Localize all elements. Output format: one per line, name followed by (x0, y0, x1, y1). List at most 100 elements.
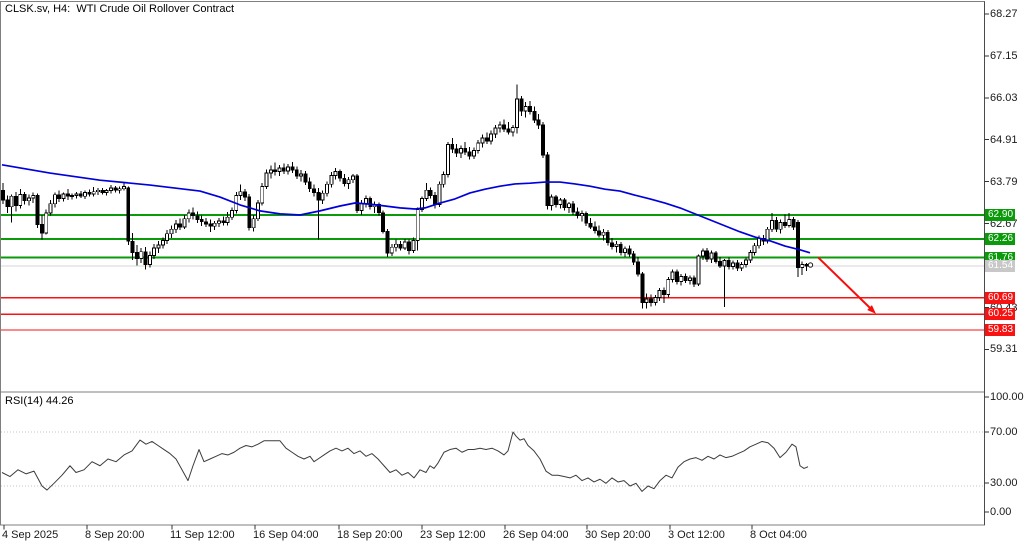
candle-body (579, 213, 584, 217)
candle-body (536, 119, 541, 126)
rsi-indicator-label: RSI(14) 44.26 (5, 395, 74, 407)
candle-body (770, 220, 774, 230)
candle-body (191, 212, 196, 217)
time-axis-label[interactable]: 30 Sep 20:00 (585, 529, 651, 541)
rsi-name: RSI(14) (5, 395, 43, 407)
candle-body (394, 243, 399, 248)
time-axis-label[interactable]: 18 Sep 20:00 (337, 529, 403, 541)
candle-body (662, 290, 666, 295)
candle-body (152, 247, 157, 256)
candle-body (117, 188, 122, 191)
candle-body (782, 222, 787, 226)
candle-body (515, 98, 520, 128)
price-badge-resistance: 62.90 (985, 209, 1015, 221)
rsi-axis-label: 0.00 (990, 506, 1012, 518)
candle-body (735, 262, 740, 269)
candle-body (765, 228, 770, 242)
candle-body (523, 105, 528, 112)
candle-body (199, 219, 204, 223)
candle-body (338, 171, 342, 179)
candle-body (739, 263, 744, 269)
candle-body (420, 198, 424, 210)
candle-body (670, 271, 675, 280)
price-badge-target: 60.25 (985, 308, 1015, 321)
candle-body (247, 196, 252, 229)
trend-arrow-line[interactable] (817, 256, 873, 311)
candle-body (134, 251, 139, 259)
time-axis-label[interactable]: 11 Sep 12:00 (170, 529, 235, 541)
rsi-axis-label: 70.00 (990, 426, 1018, 438)
price-axis-label: 68.27 (990, 7, 1018, 20)
candle-body (649, 298, 653, 304)
time-axis-label[interactable]: 3 Oct 12:00 (668, 529, 725, 541)
candle-body (795, 222, 800, 268)
trend-arrow-head (867, 305, 876, 314)
price-badge-current-price: 61.54 (985, 259, 1015, 272)
candle-body (156, 244, 161, 249)
candle-body (342, 177, 347, 184)
rsi-panel[interactable] (0, 391, 985, 526)
candle-body (471, 150, 476, 157)
candle-body (687, 277, 692, 281)
candle-body (592, 226, 597, 232)
candle-body (52, 194, 57, 205)
candle-body (601, 231, 606, 236)
candle-body (407, 241, 412, 252)
candle-body (696, 255, 701, 285)
candle-body (402, 241, 407, 249)
candle-body (683, 275, 688, 281)
candle-body (605, 231, 610, 244)
candle-body (532, 111, 537, 121)
candle-body (489, 133, 494, 142)
candle-body (700, 250, 705, 257)
moving-average-line (1, 163, 811, 254)
candle-body (130, 240, 135, 253)
candle-body (91, 191, 96, 195)
candle-body (281, 167, 286, 172)
candle-body (757, 237, 761, 247)
candle-body (510, 126, 515, 133)
candle-body (35, 195, 40, 225)
candle-body (389, 246, 394, 254)
candle-body (610, 242, 615, 247)
candle-body (437, 183, 442, 205)
candle-body (446, 144, 450, 176)
candle-body (679, 275, 684, 283)
time-axis-label[interactable]: 16 Sep 04:00 (253, 529, 319, 541)
candle-body (614, 243, 619, 247)
candle-body (204, 221, 208, 225)
candle-body (424, 189, 429, 199)
time-axis-label[interactable]: 4 Sep 2025 (2, 529, 59, 541)
candle-body (57, 194, 62, 199)
candle-body (268, 169, 273, 174)
candle-body (631, 253, 636, 263)
candle-body (26, 197, 31, 202)
candle-body (653, 296, 658, 304)
time-axis-label[interactable]: 23 Sep 12:00 (420, 529, 486, 541)
candle-body (506, 128, 511, 133)
candle-body (519, 98, 524, 112)
candle-body (5, 199, 10, 208)
candle-body (549, 196, 554, 207)
candle-body (467, 151, 472, 157)
time-axis-label[interactable]: 8 Sep 20:00 (85, 529, 145, 541)
candle-body (502, 124, 507, 130)
candle-body (273, 169, 278, 173)
candle-body (545, 154, 550, 207)
candle-body (718, 260, 723, 267)
candle-body (264, 172, 269, 187)
candle-body (346, 179, 351, 184)
main-price-panel[interactable] (0, 1, 985, 393)
candle-body (705, 250, 710, 260)
time-axis-label[interactable]: 8 Oct 04:00 (750, 529, 807, 541)
candle-body (286, 166, 291, 172)
rsi-axis-label: 100.00 (990, 391, 1024, 403)
candle-body (528, 105, 532, 113)
price-axis-label: 63.79 (990, 175, 1018, 188)
candle-body (109, 187, 113, 192)
candle-body (381, 212, 386, 232)
time-axis-label[interactable]: 26 Sep 04:00 (503, 529, 569, 541)
candle-body (333, 171, 338, 176)
